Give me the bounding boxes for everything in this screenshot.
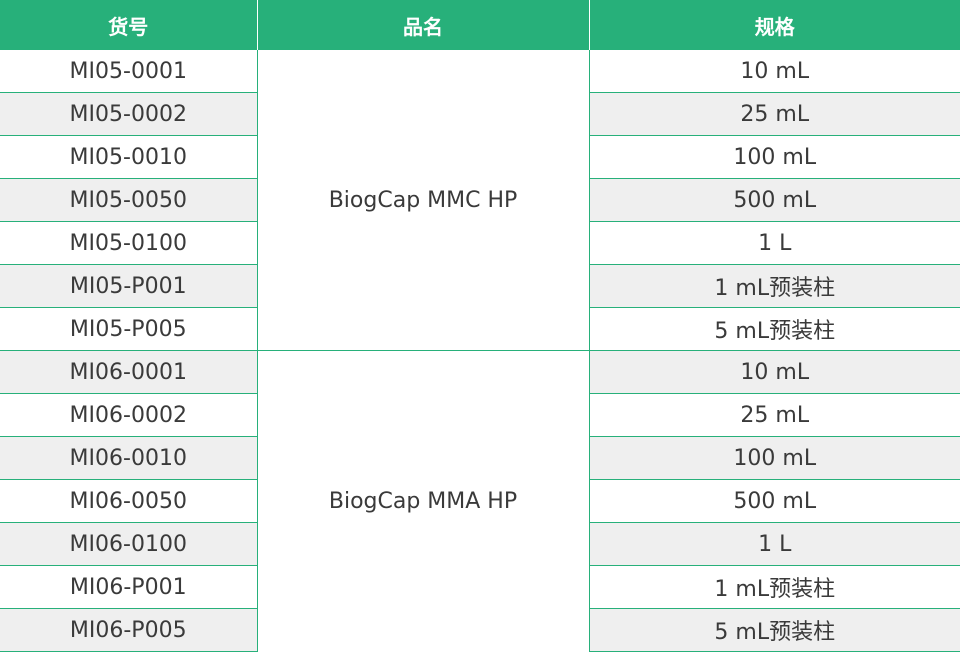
sku-cell: MI06-0001 (0, 350, 257, 394)
table-row: MI05-0100 1 L (0, 221, 960, 265)
table-body: MI05-0001 BiogCap MMC HP 10 mL MI05-0002… (0, 50, 960, 652)
spec-cell: 1 mL预装柱 (589, 565, 960, 609)
spec-cell: 1 L (589, 522, 960, 566)
spec-cell: 1 L (589, 221, 960, 265)
product-name-cell: BiogCap MMA HP (256, 350, 590, 652)
spec-cell: 10 mL (740, 58, 810, 84)
header-spec: 规格 (588, 0, 960, 50)
sku-cell: MI05-0002 (0, 92, 257, 136)
header-product-name: 品名 (256, 0, 589, 50)
sku-cell: MI06-P005 (0, 608, 257, 652)
sku-cell: MI05-P005 (0, 307, 257, 351)
spec-cell: 100 mL (589, 135, 960, 179)
table-row: MI06-0050 500 mL (0, 479, 960, 523)
table-row: MI06-0100 1 L (0, 522, 960, 566)
table-row: MI05-0001 BiogCap MMC HP 10 mL (0, 50, 960, 351)
table-row: MI06-0002 25 mL (0, 393, 960, 437)
sku-cell: MI05-0050 (0, 178, 257, 222)
spec-cell: 25 mL (589, 92, 960, 136)
sku-cell: MI05-0001 (69, 58, 187, 84)
spec-cell: 5 mL预装柱 (589, 307, 960, 351)
spec-cell: 25 mL (589, 393, 960, 437)
sku-cell: MI06-0010 (0, 436, 257, 480)
sku-cell: MI05-0100 (0, 221, 257, 265)
spec-cell: 500 mL (589, 178, 960, 222)
header-sku: 货号 (0, 0, 257, 50)
spec-cell: 1 mL预装柱 (589, 264, 960, 308)
table-row: MI05-0010 100 mL (0, 135, 960, 179)
sku-cell: MI06-0050 (0, 479, 257, 523)
table-row: MI05-0002 25 mL (0, 92, 960, 136)
sku-cell: MI05-P001 (0, 264, 257, 308)
table-row: MI06-0010 100 mL (0, 436, 960, 480)
table-row: MI06-P001 1 mL预装柱 (0, 565, 960, 609)
header-row: 货号 品名 规格 (0, 0, 960, 50)
table-row: MI06-0001 BiogCap MMA HP 10 mL (0, 350, 960, 652)
spec-cell: 100 mL (589, 436, 960, 480)
spec-cell: 500 mL (589, 479, 960, 523)
sku-cell: MI06-P001 (0, 565, 257, 609)
sku-cell: MI05-0010 (0, 135, 257, 179)
table-row: MI06-P005 5 mL预装柱 (0, 608, 960, 652)
sku-cell: MI06-0002 (0, 393, 257, 437)
product-name-cell: BiogCap MMC HP (256, 50, 590, 351)
spec-cell: 10 mL (589, 350, 960, 394)
table-row: MI05-P001 1 mL预装柱 (0, 264, 960, 308)
table-row: MI05-P005 5 mL预装柱 (0, 307, 960, 351)
spec-cell: 5 mL预装柱 (589, 608, 960, 652)
table-row: MI05-0050 500 mL (0, 178, 960, 222)
sku-cell: MI06-0100 (0, 522, 257, 566)
